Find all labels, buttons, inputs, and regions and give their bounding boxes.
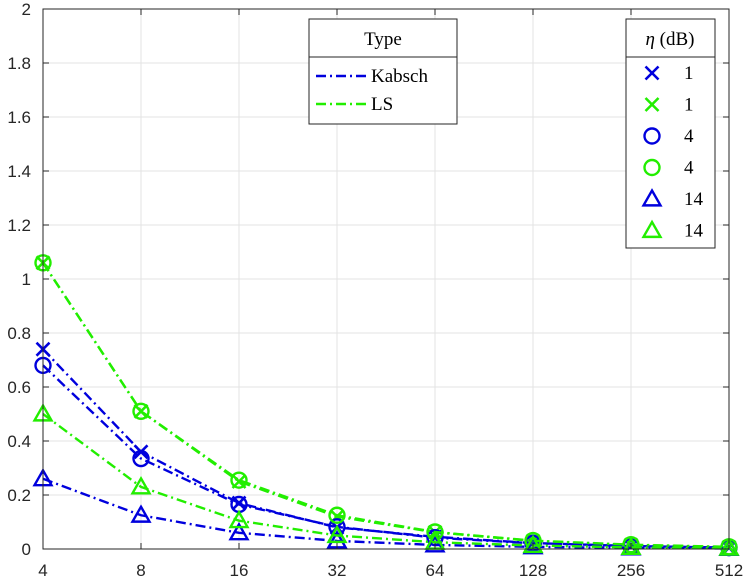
eta-legend-marker-x — [644, 97, 660, 112]
eta-legend-entry: 14 — [641, 188, 704, 210]
data-point-triangle — [424, 534, 446, 553]
data-point-circle — [328, 506, 346, 524]
eta-legend-marker-circle — [643, 127, 661, 145]
data-point-x-stroke-b — [133, 403, 149, 419]
eta-legend-label: 14 — [684, 221, 704, 242]
data-point-triangle — [228, 521, 250, 541]
eta-legend-label: 1 — [684, 95, 694, 116]
x-tick-label: 4 — [38, 561, 47, 580]
y-tick-label: 1.8 — [7, 54, 31, 73]
y-tick-label: 1.6 — [7, 108, 31, 127]
y-tick-label: 2 — [22, 0, 31, 19]
eta-legend-entry: 1 — [644, 63, 694, 84]
type-legend-label: LS — [371, 94, 393, 115]
type-legend-box — [308, 18, 458, 125]
y-axis-ticks: 0 0.2 0.4 0.6 0.8 1 1.2 1.4 1.6 1.8 2 — [7, 0, 729, 559]
type-legend: Type Kabsch LS — [308, 18, 458, 125]
eta-legend-label: 1 — [684, 63, 694, 84]
type-legend-entries: Kabsch LS — [316, 66, 428, 115]
x-tick-label: 16 — [230, 561, 249, 580]
eta-legend-marker-circle — [643, 158, 661, 177]
x-tick-label: 64 — [426, 561, 445, 580]
eta-legend-entry: 4 — [643, 158, 694, 179]
data-point-circle — [230, 471, 248, 489]
x-tick-label: 256 — [617, 561, 645, 580]
x-tick-label: 512 — [715, 561, 743, 580]
eta-legend-marker-triangle — [641, 188, 663, 207]
eta-legend-label: 14 — [684, 189, 704, 210]
series-line — [42, 413, 730, 550]
eta-legend-marker-x-stroke-b — [644, 97, 660, 112]
data-point-circle — [426, 523, 444, 541]
series-line — [42, 364, 730, 549]
data-point-triangle — [522, 534, 544, 554]
x-axis-ticks: 4 8 16 32 64 128 256 512 — [38, 9, 743, 580]
type-legend-entry-kabsch: Kabsch — [316, 66, 428, 87]
data-point-triangle — [228, 509, 250, 529]
eta-legend-entry: 14 — [641, 219, 704, 242]
eta-legend-title-unit: (dB) — [655, 29, 695, 50]
type-legend-title: Type — [364, 29, 402, 50]
data-point-triangle — [130, 475, 152, 495]
data-point-triangle — [620, 536, 642, 555]
eta-legend-label: 4 — [684, 126, 694, 147]
data-point-triangle — [718, 537, 740, 556]
y-tick-label: 1.2 — [7, 216, 31, 235]
y-tick-label: 0.8 — [7, 324, 31, 343]
data-point-circle — [132, 449, 150, 468]
eta-legend-box — [625, 18, 716, 249]
series-ls-eta-14-triangle — [32, 403, 740, 556]
series-layer — [32, 254, 740, 557]
type-legend-entry-ls: LS — [316, 94, 393, 115]
eta-legend-title-symbol: η — [645, 29, 654, 50]
y-tick-label: 0.4 — [7, 432, 31, 451]
eta-legend-entry: 1 — [644, 95, 694, 116]
y-tick-label: 0.2 — [7, 486, 31, 505]
eta-legend-marker-x-stroke-b — [644, 65, 660, 81]
y-tick-label: 0 — [22, 540, 31, 559]
x-tick-label: 32 — [328, 561, 347, 580]
data-point-triangle — [130, 504, 152, 523]
type-legend-label: Kabsch — [371, 66, 428, 87]
data-point-triangle — [326, 524, 348, 544]
y-tick-label: 1.4 — [7, 162, 31, 181]
y-tick-label: 1 — [22, 270, 31, 289]
series-line — [42, 348, 730, 549]
series-line — [41, 262, 730, 549]
eta-legend-title: η (dB) — [645, 29, 694, 50]
eta-legend-marker-x — [644, 65, 660, 81]
eta-legend-label: 4 — [684, 158, 694, 179]
x-tick-label: 8 — [136, 561, 145, 580]
eta-legend-entry: 4 — [643, 126, 694, 147]
eta-legend-marker-triangle — [641, 219, 663, 239]
x-tick-label: 128 — [519, 561, 547, 580]
y-tick-label: 0.6 — [7, 378, 31, 397]
data-point-circle — [132, 402, 150, 420]
